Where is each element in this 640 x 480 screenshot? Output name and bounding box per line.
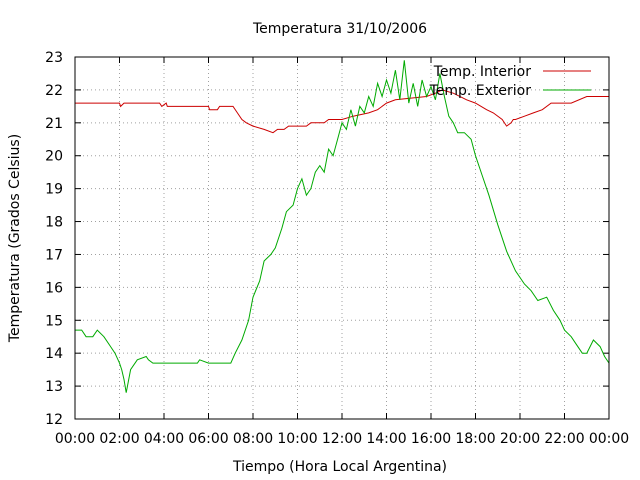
y-tick-label: 20	[45, 149, 63, 165]
y-tick-label: 12	[45, 412, 63, 428]
x-tick-label: 00:00	[589, 431, 629, 447]
y-axis-label: Temperatura (Grados Celsius)	[7, 134, 23, 343]
y-tick-labels: 12 13 14 15 16 17 18 19 20 21 22 23	[45, 50, 63, 428]
y-tick-label: 21	[45, 116, 63, 132]
legend: Temp. Interior Temp. Exterior	[429, 64, 591, 99]
x-tick-label: 14:00	[366, 431, 406, 447]
y-tick-label: 19	[45, 182, 63, 198]
x-axis-label: Tiempo (Hora Local Argentina)	[232, 459, 447, 475]
x-tick-label: 02:00	[99, 431, 139, 447]
series-line-interior	[75, 89, 609, 134]
x-tick-label: 10:00	[277, 431, 317, 447]
x-tick-label: 06:00	[188, 431, 228, 447]
y-tick-label: 15	[45, 313, 63, 329]
x-tick-labels: 00:00 02:00 04:00 06:00 08:00 10:00 12:00 14:00…	[55, 431, 629, 447]
x-tick-label: 16:00	[411, 431, 451, 447]
x-tick-label: 12:00	[322, 431, 362, 447]
x-tick-label: 20:00	[500, 431, 540, 447]
x-tick-label: 22:00	[544, 431, 584, 447]
x-tick-label: 00:00	[55, 431, 95, 447]
series-lines	[75, 60, 610, 393]
plot-frame	[74, 56, 610, 420]
y-tick-label: 23	[45, 50, 63, 66]
y-tick-label: 13	[45, 379, 63, 395]
y-tick-label: 18	[45, 215, 63, 231]
y-tick-label: 22	[45, 83, 63, 99]
x-tick-label: 04:00	[144, 431, 184, 447]
y-tick-label: 16	[45, 280, 63, 296]
x-tick-label: 08:00	[233, 431, 273, 447]
x-tick-label: 18:00	[455, 431, 495, 447]
legend-label: Temp. Exterior	[429, 83, 532, 99]
y-tick-label: 17	[45, 247, 63, 263]
y-tick-label: 14	[45, 346, 63, 362]
series-line-exterior	[75, 60, 610, 393]
legend-label: Temp. Interior	[433, 64, 532, 80]
chart-title: Temperatura 31/10/2006	[252, 21, 427, 37]
